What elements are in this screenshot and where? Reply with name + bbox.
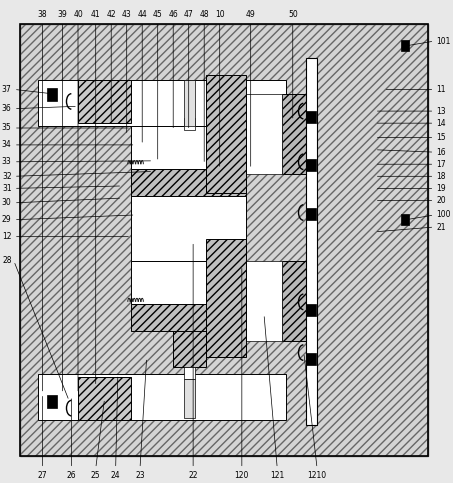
Text: 120: 120: [235, 471, 249, 480]
Bar: [306, 58, 317, 425]
Bar: [184, 379, 195, 418]
Bar: [207, 75, 246, 193]
Text: 26: 26: [67, 471, 76, 480]
Bar: [173, 314, 207, 367]
Bar: [173, 130, 207, 314]
Bar: [306, 208, 316, 220]
Text: 27: 27: [38, 471, 48, 480]
Text: 35: 35: [2, 124, 12, 132]
Text: 47: 47: [184, 10, 193, 19]
Bar: [131, 196, 246, 261]
Bar: [131, 169, 246, 196]
Text: 48: 48: [199, 10, 209, 19]
Bar: [306, 353, 316, 365]
Text: 46: 46: [169, 10, 178, 19]
Text: 21: 21: [437, 223, 446, 231]
Text: 10: 10: [215, 10, 225, 19]
Text: 121: 121: [270, 471, 284, 480]
Bar: [184, 367, 195, 379]
Text: 12: 12: [2, 232, 12, 241]
Text: 13: 13: [437, 107, 446, 115]
Bar: [246, 94, 282, 174]
Text: 28: 28: [2, 256, 12, 265]
Text: 30: 30: [2, 199, 12, 207]
Bar: [131, 261, 246, 304]
Text: 42: 42: [106, 10, 116, 19]
Bar: [306, 304, 316, 316]
Text: 16: 16: [437, 148, 446, 156]
Bar: [47, 395, 57, 408]
Text: 45: 45: [153, 10, 163, 19]
Text: 29: 29: [2, 215, 12, 224]
Text: 34: 34: [2, 141, 12, 149]
Text: 101: 101: [437, 37, 451, 45]
Text: 40: 40: [73, 10, 83, 19]
Bar: [282, 94, 306, 174]
Text: 19: 19: [437, 184, 446, 193]
Text: 36: 36: [2, 104, 12, 113]
Text: 14: 14: [437, 119, 446, 128]
Bar: [401, 214, 409, 225]
Bar: [47, 88, 57, 101]
Text: 44: 44: [137, 10, 147, 19]
Text: 1210: 1210: [308, 471, 327, 480]
Text: 25: 25: [91, 471, 101, 480]
Bar: [184, 80, 195, 126]
Text: 49: 49: [246, 10, 255, 19]
Text: 20: 20: [437, 196, 446, 205]
Bar: [20, 24, 428, 456]
Bar: [20, 24, 428, 456]
Bar: [38, 374, 286, 420]
Text: 22: 22: [188, 471, 198, 480]
Text: 100: 100: [437, 211, 451, 219]
Bar: [306, 111, 316, 123]
Text: 32: 32: [2, 172, 12, 181]
Text: 18: 18: [437, 172, 446, 181]
Bar: [184, 118, 195, 130]
Bar: [78, 80, 131, 123]
Text: 41: 41: [91, 10, 101, 19]
Text: 17: 17: [437, 160, 446, 169]
Text: 50: 50: [288, 10, 298, 19]
Bar: [306, 159, 316, 171]
Text: 24: 24: [111, 471, 120, 480]
Bar: [131, 126, 246, 169]
Bar: [38, 80, 286, 126]
Bar: [78, 377, 131, 420]
Text: 37: 37: [2, 85, 12, 94]
Bar: [401, 40, 409, 51]
Text: 38: 38: [38, 10, 48, 19]
Text: 33: 33: [2, 157, 12, 166]
Text: 31: 31: [2, 184, 12, 193]
Text: 39: 39: [58, 10, 67, 19]
Text: 43: 43: [122, 10, 131, 19]
Text: 23: 23: [135, 471, 145, 480]
Bar: [131, 304, 246, 331]
Text: 15: 15: [437, 133, 446, 142]
Bar: [282, 261, 306, 341]
Bar: [246, 261, 282, 341]
Text: 11: 11: [437, 85, 446, 94]
Bar: [207, 239, 246, 357]
